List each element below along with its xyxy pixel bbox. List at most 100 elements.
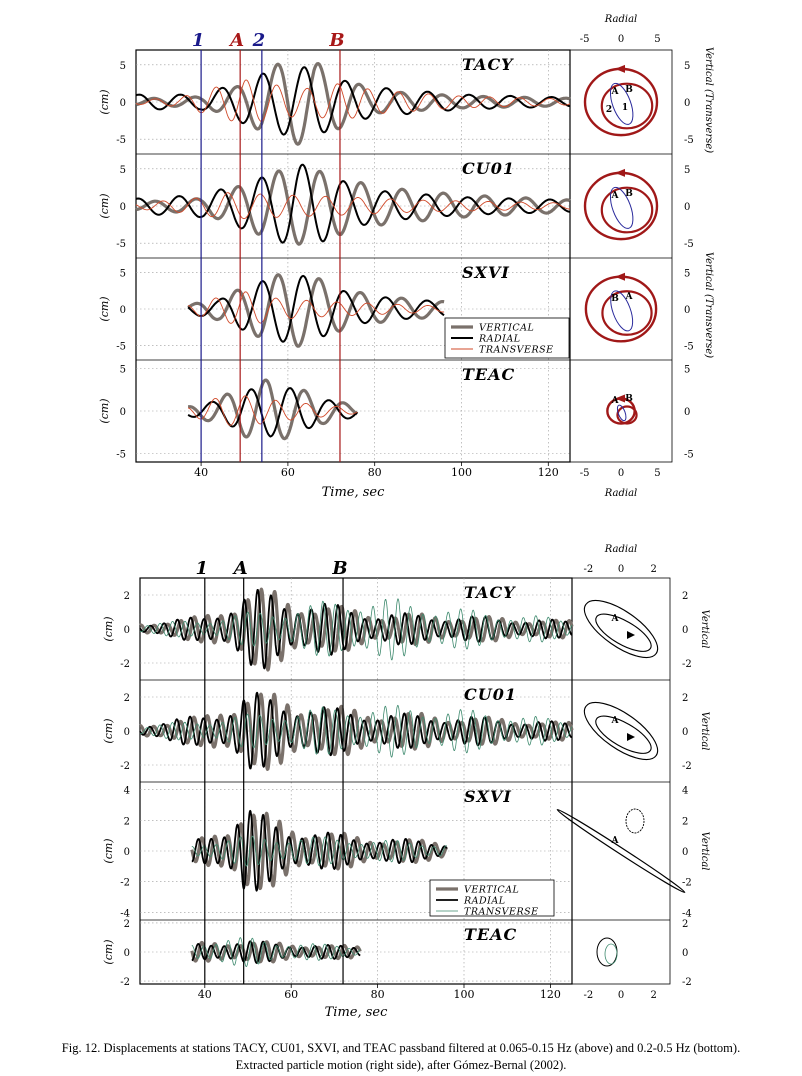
pm-y-tick-label: 0 xyxy=(684,202,690,213)
series-transverse-line xyxy=(135,79,571,122)
orbit-label: A xyxy=(611,191,620,201)
pm-y-tick-label: 0 xyxy=(682,727,688,738)
y-tick-label: -4 xyxy=(120,908,130,919)
x-tick-label: 100 xyxy=(454,988,475,1001)
x-tick-label: 40 xyxy=(198,988,212,1001)
x-tick-label: 100 xyxy=(451,466,472,479)
y-tick-label: -2 xyxy=(120,977,130,988)
y-axis-label: (cm) xyxy=(102,838,115,863)
pm-y-axis-label: Vertical xyxy=(699,712,710,751)
station-name: CU01 xyxy=(464,685,517,704)
marker-label: B xyxy=(328,30,344,51)
pm-y-tick-label: 2 xyxy=(682,816,688,827)
series-radial-line xyxy=(187,387,359,438)
particle-motion-cu01: A xyxy=(583,701,659,761)
station-name: TACY xyxy=(464,583,516,602)
orbit-label: A xyxy=(611,716,620,726)
pm-x-tick-label: 5 xyxy=(654,468,660,479)
pm-x-tick-label: 5 xyxy=(654,34,660,45)
pm-y-tick-label: 5 xyxy=(684,165,690,176)
pm-y-tick-label: 0 xyxy=(684,407,690,418)
orbit-transverse-loop xyxy=(616,404,627,422)
legend-entry: RADIAL xyxy=(463,896,506,907)
pm-y-tick-label: -4 xyxy=(682,908,692,919)
pm-y-tick-label: 2 xyxy=(682,591,688,602)
pm-y-tick-label: -2 xyxy=(682,761,692,772)
orbit-label: B xyxy=(625,189,633,199)
orbit-direction-arrow xyxy=(615,272,625,281)
orbit-label: 2 xyxy=(606,105,612,115)
orbit-label: B xyxy=(611,294,619,304)
pm-y-tick-label: -5 xyxy=(684,450,694,461)
station-name: SXVI xyxy=(462,263,510,282)
series-transverse-line xyxy=(187,291,445,324)
marker-label: 1 xyxy=(196,558,209,579)
station-name: TEAC xyxy=(464,925,517,944)
x-tick-label: 80 xyxy=(368,466,382,479)
pm-x-tick-label: 0 xyxy=(618,564,624,575)
pm-x-tick-label: 0 xyxy=(618,990,624,1001)
orbit-direction-arrow xyxy=(615,168,625,177)
x-tick-label: 120 xyxy=(540,988,561,1001)
y-tick-label: 0 xyxy=(124,727,130,738)
y-tick-label: 5 xyxy=(120,269,126,280)
pm-y-axis-label: Vertical (Transverse) xyxy=(703,252,714,358)
orbit-outer-loop xyxy=(584,275,658,343)
y-axis-label: (cm) xyxy=(98,193,111,218)
station-sxvi: 5 5 0 0 -5 -5 (cm) SXVI B A xyxy=(98,257,694,352)
y-tick-label: 2 xyxy=(124,591,130,602)
y-tick-label: 0 xyxy=(124,625,130,636)
station-name: CU01 xyxy=(462,159,515,178)
pm-x-axis-label: Radial xyxy=(604,544,637,555)
orbit-outer-loop xyxy=(583,701,659,761)
orbit-inner-loop xyxy=(601,290,653,336)
pm-y-tick-label: 5 xyxy=(684,365,690,376)
pm-y-tick-label: -2 xyxy=(682,878,692,889)
x-tick-label: 80 xyxy=(371,988,385,1001)
marker-label: A xyxy=(232,558,248,579)
y-axis-label: (cm) xyxy=(98,398,111,423)
orbit-inner-loop xyxy=(600,186,654,234)
pm-x-tick-label: -2 xyxy=(583,990,593,1001)
station-tacy: 2 2 0 0 -2 -2 (cm) TACY A xyxy=(102,583,692,672)
orbit-outer-loop xyxy=(583,171,659,241)
caption-line-2: Extracted particle motion (right side), … xyxy=(235,1058,567,1072)
y-tick-label: 0 xyxy=(124,847,130,858)
pm-y-tick-label: 0 xyxy=(682,948,688,959)
series-transverse-line xyxy=(139,704,573,758)
pm-y-tick-label: 0 xyxy=(684,98,690,109)
x-tick-label: 60 xyxy=(284,988,298,1001)
particle-motion-frame xyxy=(571,577,671,985)
marker-label: A xyxy=(228,30,244,51)
y-tick-label: -5 xyxy=(116,135,126,146)
pm-y-axis-label: Vertical xyxy=(699,832,710,871)
y-tick-label: -5 xyxy=(116,341,126,352)
legend-entry: TRANSVERSE xyxy=(479,345,554,356)
y-tick-label: -2 xyxy=(120,659,130,670)
orbit-direction-arrow xyxy=(627,733,635,741)
pm-y-axis-label: Vertical xyxy=(699,610,710,649)
orbit-label: B xyxy=(625,85,633,95)
station-name: TACY xyxy=(462,55,514,74)
pm-y-tick-label: -5 xyxy=(684,135,694,146)
pm-y-tick-label: -5 xyxy=(684,239,694,250)
series-transverse-line xyxy=(139,598,573,661)
pm-x-tick-label: -5 xyxy=(580,34,590,45)
series-vertical-line xyxy=(187,378,359,441)
orbit-inner-loop xyxy=(625,808,645,834)
series-transverse-line xyxy=(135,192,570,220)
station-sxvi: 4 4 2 2 0 0 -2 -2 -4 -4 (cm) SXVI A xyxy=(102,781,692,919)
orbit-inner-loop xyxy=(616,405,638,425)
y-tick-label: 0 xyxy=(124,948,130,959)
x-tick-label: 60 xyxy=(281,466,295,479)
station-cu01: 5 5 0 0 -5 -5 (cm) CU01 A B xyxy=(98,153,694,250)
legend-entry: RADIAL xyxy=(478,334,521,345)
pm-y-tick-label: -2 xyxy=(682,659,692,670)
pm-x-axis-label: Radial xyxy=(604,488,637,499)
pm-y-tick-label: -2 xyxy=(682,977,692,988)
marker-label: B xyxy=(331,558,347,579)
pm-x-tick-label: 2 xyxy=(650,990,656,1001)
station-teac: 5 5 0 0 -5 -5 (cm) TEAC A B xyxy=(98,359,694,461)
